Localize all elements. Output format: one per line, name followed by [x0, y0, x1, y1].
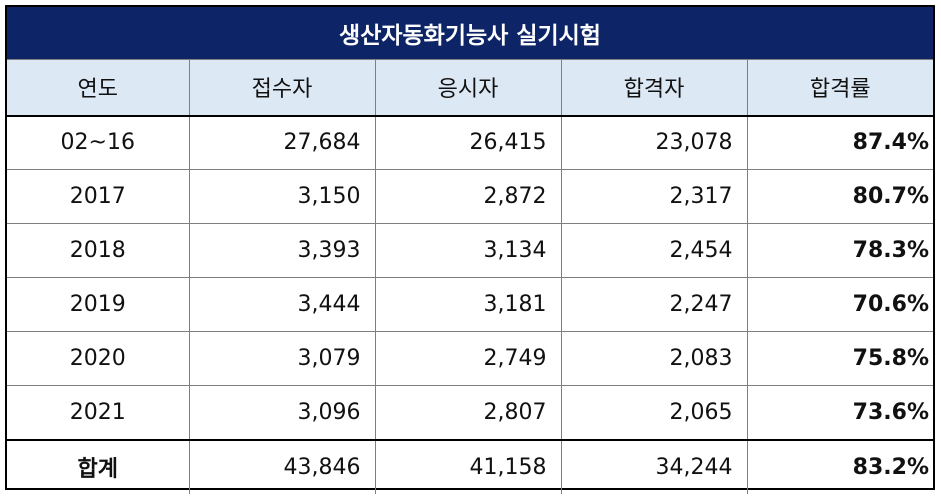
cell-year: 02~16 [7, 114, 190, 170]
total-examinees: 41,158 [374, 438, 562, 494]
total-row: 합계 43,846 41,158 34,244 83.2% [7, 438, 933, 494]
cell-examinees: 3,181 [374, 277, 562, 332]
cell-passed: 2,083 [560, 331, 748, 386]
total-applicants: 43,846 [188, 438, 376, 494]
header-examinees: 응시자 [374, 59, 562, 116]
table-title: 생산자동화기능사 실기시험 [7, 7, 933, 59]
total-pass-rate: 83.2% [746, 438, 933, 494]
exam-stats-table: 연도 접수자 응시자 합격자 합격률 02~16 27,684 26,415 2… [7, 59, 933, 494]
cell-examinees: 2,749 [374, 331, 562, 386]
table-row: 2020 3,079 2,749 2,083 75.8% [7, 331, 933, 386]
table-row: 2021 3,096 2,807 2,065 73.6% [7, 385, 933, 440]
exam-stats-table-frame: 생산자동화기능사 실기시험 연도 접수자 응시자 합격자 합격률 02~16 2… [5, 5, 935, 494]
cell-applicants: 3,096 [188, 385, 376, 440]
cell-year: 2018 [7, 223, 190, 278]
cell-examinees: 26,415 [374, 114, 562, 170]
cell-year: 2019 [7, 277, 190, 332]
cell-examinees: 3,134 [374, 223, 562, 278]
cell-year: 2021 [7, 385, 190, 440]
cell-year: 2020 [7, 331, 190, 386]
cell-year: 2017 [7, 169, 190, 224]
cell-passed: 2,317 [560, 169, 748, 224]
cell-applicants: 27,684 [188, 114, 376, 170]
table-row: 2019 3,444 3,181 2,247 70.6% [7, 277, 933, 332]
cell-applicants: 3,079 [188, 331, 376, 386]
header-year: 연도 [7, 59, 190, 116]
cell-pass-rate: 73.6% [746, 385, 933, 440]
total-passed: 34,244 [560, 438, 748, 494]
cell-examinees: 2,872 [374, 169, 562, 224]
header-passed: 합격자 [560, 59, 748, 116]
cell-passed: 2,247 [560, 277, 748, 332]
table-row: 02~16 27,684 26,415 23,078 87.4% [7, 114, 933, 170]
cell-applicants: 3,150 [188, 169, 376, 224]
cell-pass-rate: 87.4% [746, 114, 933, 170]
header-pass-rate: 합격률 [746, 59, 933, 116]
header-row: 연도 접수자 응시자 합격자 합격률 [7, 59, 933, 116]
table-row: 2017 3,150 2,872 2,317 80.7% [7, 169, 933, 224]
cell-passed: 23,078 [560, 114, 748, 170]
total-label: 합계 [7, 438, 190, 494]
cell-pass-rate: 78.3% [746, 223, 933, 278]
cell-passed: 2,065 [560, 385, 748, 440]
cell-applicants: 3,444 [188, 277, 376, 332]
cell-pass-rate: 70.6% [746, 277, 933, 332]
table-row: 2018 3,393 3,134 2,454 78.3% [7, 223, 933, 278]
cell-pass-rate: 75.8% [746, 331, 933, 386]
header-applicants: 접수자 [188, 59, 376, 116]
cell-pass-rate: 80.7% [746, 169, 933, 224]
cell-applicants: 3,393 [188, 223, 376, 278]
cell-passed: 2,454 [560, 223, 748, 278]
cell-examinees: 2,807 [374, 385, 562, 440]
